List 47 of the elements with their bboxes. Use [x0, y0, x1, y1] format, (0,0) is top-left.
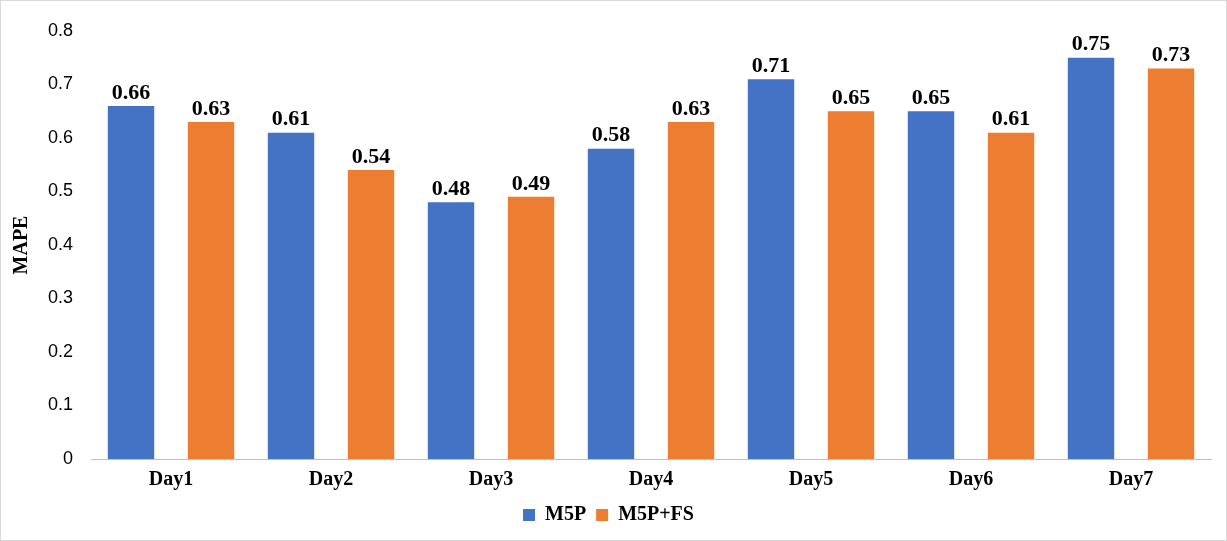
bar — [267, 132, 315, 459]
bar — [1147, 68, 1195, 459]
data-label: 0.73 — [1151, 41, 1191, 67]
y-tick-label: 0 — [63, 447, 74, 468]
x-tick-label: Day1 — [148, 467, 194, 491]
y-tick-label: 0.2 — [47, 340, 74, 361]
bar — [907, 111, 955, 459]
legend-label: M5P+FS — [618, 502, 694, 525]
bar — [987, 132, 1035, 459]
data-label: 0.75 — [1071, 30, 1111, 56]
x-tick-label: Day5 — [788, 467, 834, 491]
data-label: 0.71 — [751, 51, 791, 77]
y-tick-label: 0.5 — [47, 180, 74, 201]
bar — [667, 121, 715, 459]
x-tick-label: Day6 — [948, 467, 994, 491]
bar — [347, 170, 395, 459]
bar — [1067, 57, 1115, 459]
y-tick-label: 0.6 — [47, 126, 74, 147]
data-label: 0.66 — [111, 78, 151, 104]
bar — [427, 202, 475, 459]
x-tick-label: Day4 — [628, 467, 674, 491]
bar — [827, 111, 875, 459]
data-label: 0.49 — [511, 169, 551, 195]
x-tick-label: Day2 — [308, 467, 354, 491]
x-tick-label: Day3 — [468, 467, 514, 491]
data-label: 0.48 — [431, 174, 471, 200]
y-tick-label: 0.7 — [47, 73, 74, 94]
y-axis-title: MAPE — [9, 215, 32, 275]
data-label: 0.63 — [191, 94, 231, 120]
y-tick-label: 0.3 — [47, 287, 74, 308]
bar — [747, 79, 795, 459]
data-label: 0.61 — [991, 105, 1031, 131]
data-label: 0.65 — [831, 83, 871, 109]
legend-label: M5P — [545, 502, 587, 525]
bar — [507, 196, 555, 459]
y-tick-label: 0.8 — [47, 19, 74, 40]
bar — [587, 148, 635, 459]
data-label: 0.54 — [351, 142, 391, 168]
data-label: 0.65 — [911, 83, 951, 109]
data-label: 0.61 — [271, 105, 311, 131]
data-label: 0.63 — [671, 94, 711, 120]
y-tick-label: 0.1 — [47, 394, 74, 415]
data-label: 0.58 — [591, 121, 631, 147]
x-tick-label: Day7 — [1108, 467, 1154, 491]
y-tick-label: 0.4 — [47, 233, 74, 254]
bar — [187, 121, 235, 459]
bar — [107, 105, 155, 459]
